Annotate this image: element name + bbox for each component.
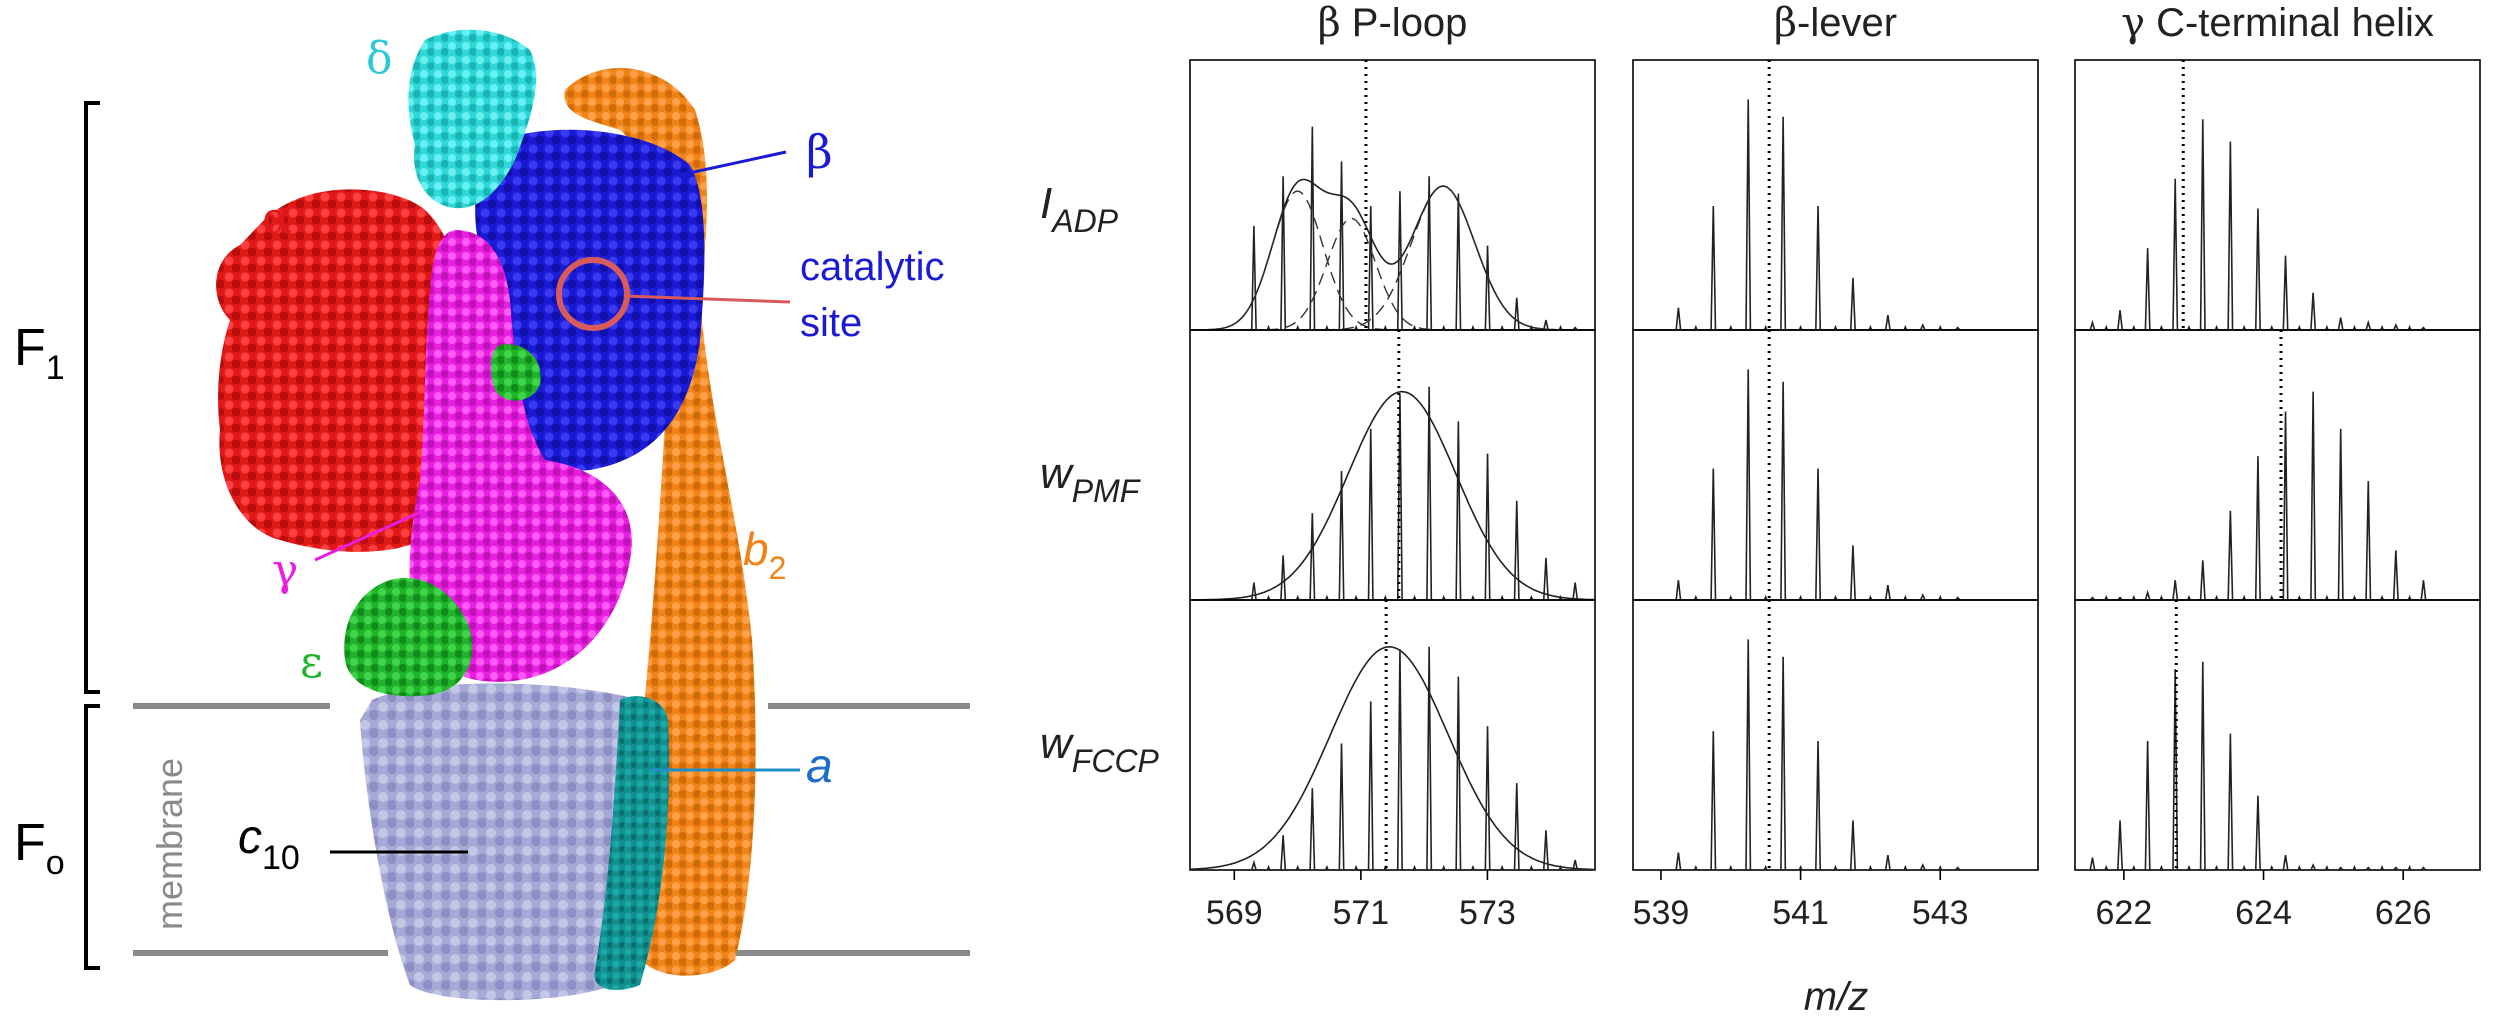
column-title-3: γ C-terminal helix [2121,0,2434,46]
mass-spectra-chart: β P-loop 569 571 573 β-lever 539 541 543 γ C-ter… [1040,0,2481,1019]
row-label-2: wPMF [1040,449,1142,509]
envelope-fit [1190,178,1595,331]
alpha-subunit [216,189,465,552]
x-tick-label: 539 [1633,894,1690,932]
beta-label: β [806,125,833,179]
panel-frame [1632,59,2039,331]
x-tick-label: 622 [2096,894,2153,932]
row-label-3: wFCCP [1040,719,1160,779]
spectrum-panel-c1-r3 [1189,599,1596,871]
column-title-1: β P-loop [1318,0,1468,46]
spectrum-panel-c2-r2 [1632,329,2039,601]
fo-bracket [84,704,100,970]
spectrum-peaks [2078,119,2477,331]
spectrum-peaks [1636,99,2035,331]
row-label-1: IADP [1040,179,1119,239]
x-tick-label: 626 [2375,894,2432,932]
x-tick-label: 573 [1459,894,1516,932]
column-title-2: β-lever [1774,0,1897,46]
envelope-fit [1189,645,1595,871]
x-tick-label: 624 [2235,894,2292,932]
a-label: a [806,740,833,793]
envelope-fit [1190,390,1596,601]
f1-label: F1 [14,319,65,387]
spectrum-peaks [1193,646,1592,871]
delta-label: δ [366,33,393,84]
catalytic-leader [624,294,791,304]
f1-bracket [84,101,100,694]
spectrum-peaks [2078,391,2477,601]
spectrum-panel-c1-r2 [1189,329,1596,601]
spectrum-peaks [1636,369,2035,601]
panel-frame [2074,329,2481,601]
fo-label: Fo [14,814,65,882]
spectrum-panel-c3-r2 [2074,329,2481,601]
spectrum-panel-c2-r3 [1632,599,2039,871]
catalytic-site-circle [556,257,630,331]
panel-frame [2074,599,2481,871]
panel-frame [1189,599,1596,871]
component-fit-1 [1190,190,1595,331]
gamma-subunit [409,230,632,682]
panel-frame [1632,599,2039,871]
panel-frame [1632,329,2039,601]
spectra-column-3: γ C-terminal helix 622 624 626 [2074,0,2481,932]
b2-subunit [564,68,756,976]
x-axis-label: m/z [1804,975,1868,1019]
gamma-leader [314,508,426,562]
x-tick-label: 571 [1332,894,1389,932]
x-tick-label: 541 [1772,894,1829,932]
delta-subunit [408,29,537,209]
spectrum-peaks [1193,386,1592,601]
spectra-column-1: β P-loop 569 571 573 [1189,0,1596,932]
b2-label: b2 [743,523,786,586]
x-tick-label: 569 [1206,894,1263,932]
epsilon-subunit [344,578,473,697]
gamma-label: γ [272,545,298,596]
spectrum-panel-c1-r1 [1189,59,1596,331]
panel-frame [2074,59,2481,331]
catalytic-label-line1: catalytic [800,245,945,289]
spectrum-panel-c3-r3 [2074,599,2481,871]
spectrum-peaks [2078,661,2477,871]
panel-frame [1189,329,1596,601]
atp-synthase-structure: F1 Fo membrane δ α β [14,29,970,1001]
alpha-label: α [262,193,292,244]
spectrum-peaks [1636,639,2035,871]
c10-label: c10 [238,811,300,877]
x-tick-label: 543 [1912,894,1969,932]
membrane-label: membrane [149,758,190,930]
component-fit-3 [1190,185,1595,331]
beta-leader [679,150,787,177]
epsilon-label: ε [300,637,323,688]
spectrum-panel-c2-r1 [1632,59,2039,331]
epsilon-fragment [490,344,541,401]
spectrum-peaks [1193,126,1592,331]
spectra-column-2: β-lever 539 541 543 [1632,0,2039,932]
c10-ring [360,683,652,1001]
component-fit-2 [1190,217,1595,331]
catalytic-label-line2: site [800,301,862,345]
spectrum-panel-c3-r1 [2074,59,2481,331]
